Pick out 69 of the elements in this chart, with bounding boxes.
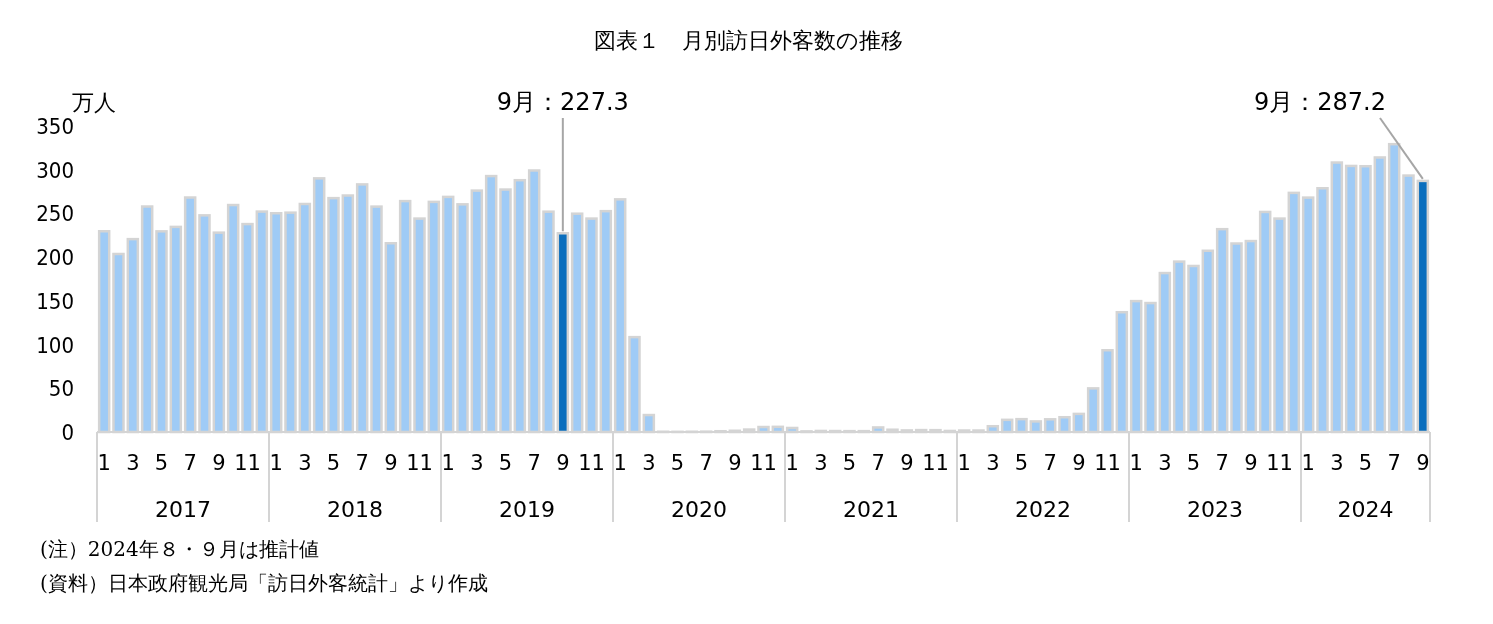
- x-tick-label: 11: [406, 451, 433, 475]
- y-tick-label: 200: [36, 245, 74, 271]
- x-tick-label: 7: [1215, 451, 1229, 475]
- text: (注）2024年８・９月は推計値: [40, 537, 319, 561]
- x-tick-label: 7: [355, 451, 369, 475]
- x-tick-label: 9: [1072, 451, 1086, 475]
- text: 2017: [155, 497, 211, 522]
- text: (資料）日本政府観光局「訪日外客統計」より作成: [40, 571, 488, 595]
- x-tick-label: 1: [1301, 451, 1315, 475]
- x-tick-label: 7: [527, 451, 541, 475]
- x-tick-label: 5: [326, 451, 341, 475]
- x-tick-label: 3: [1158, 451, 1172, 475]
- text: 2018: [327, 497, 383, 522]
- x-tick-label: 1: [1129, 451, 1143, 475]
- x-tick-label: 11: [1266, 451, 1293, 475]
- x-tick-label: 3: [126, 451, 140, 475]
- x-tick-label: 11: [1094, 451, 1121, 475]
- x-tick-label: 7: [871, 451, 885, 475]
- x-tick-label: 1: [269, 451, 283, 475]
- x-tick-label: 9: [384, 451, 398, 475]
- x-tick-label: 11: [750, 451, 777, 475]
- x-tick-label: 5: [1186, 451, 1201, 475]
- x-tick-label: 3: [814, 451, 828, 475]
- x-tick-label: 11: [234, 451, 261, 475]
- x-tick-label: 9: [900, 451, 914, 475]
- x-tick-label: 9: [1244, 451, 1258, 475]
- x-tick-label: 9: [556, 451, 570, 475]
- x-tick-label: 3: [298, 451, 312, 475]
- text: 2019: [499, 497, 555, 522]
- x-tick-label: 5: [498, 451, 513, 475]
- x-tick-label: 1: [957, 451, 971, 475]
- x-tick-label: 1: [785, 451, 799, 475]
- x-tick-label: 3: [986, 451, 1000, 475]
- x-tick-label: 3: [470, 451, 484, 475]
- y-tick-label: 0: [61, 420, 74, 445]
- x-tick-label: 7: [699, 451, 713, 475]
- x-tick-label: 5: [670, 451, 685, 475]
- x-tick-label: 9: [728, 451, 742, 475]
- y-tick-label: 100: [36, 332, 74, 358]
- x-tick-label: 3: [1330, 451, 1344, 475]
- x-tick-label: 1: [613, 451, 627, 475]
- x-tick-label: 11: [922, 451, 949, 475]
- x-tick-label: 5: [1358, 451, 1373, 475]
- text: 2021: [843, 497, 899, 522]
- text: 2020: [671, 497, 727, 522]
- x-tick-label: 5: [154, 451, 169, 475]
- x-tick-label: 3: [642, 451, 656, 475]
- x-tick-label: 1: [441, 451, 455, 475]
- x-tick-label: 7: [183, 451, 197, 475]
- y-axis-title: 万人: [72, 90, 116, 115]
- x-tick-label: 9: [212, 451, 226, 475]
- x-tick-label: 1: [97, 451, 111, 475]
- data-label: 9月：287.2: [1254, 88, 1386, 116]
- y-tick-label: 300: [36, 157, 74, 183]
- x-tick-label: 7: [1043, 451, 1057, 475]
- y-tick-label: 350: [36, 114, 74, 139]
- x-tick-label: 5: [842, 451, 857, 475]
- data-label: 9月：227.3: [496, 88, 629, 116]
- text: 2024: [1337, 497, 1394, 522]
- chart-title: 図表１ 月別訪日外客数の推移: [593, 28, 903, 53]
- y-tick-label: 250: [36, 201, 74, 227]
- y-tick-label: 150: [36, 288, 74, 314]
- text: 2023: [1187, 497, 1243, 522]
- x-tick-label: 9: [1416, 451, 1430, 475]
- x-tick-label: 5: [1014, 451, 1029, 475]
- x-tick-label: 11: [578, 451, 605, 475]
- text: 2022: [1015, 497, 1071, 522]
- x-tick-label: 7: [1387, 451, 1401, 475]
- y-tick-label: 50: [48, 376, 74, 402]
